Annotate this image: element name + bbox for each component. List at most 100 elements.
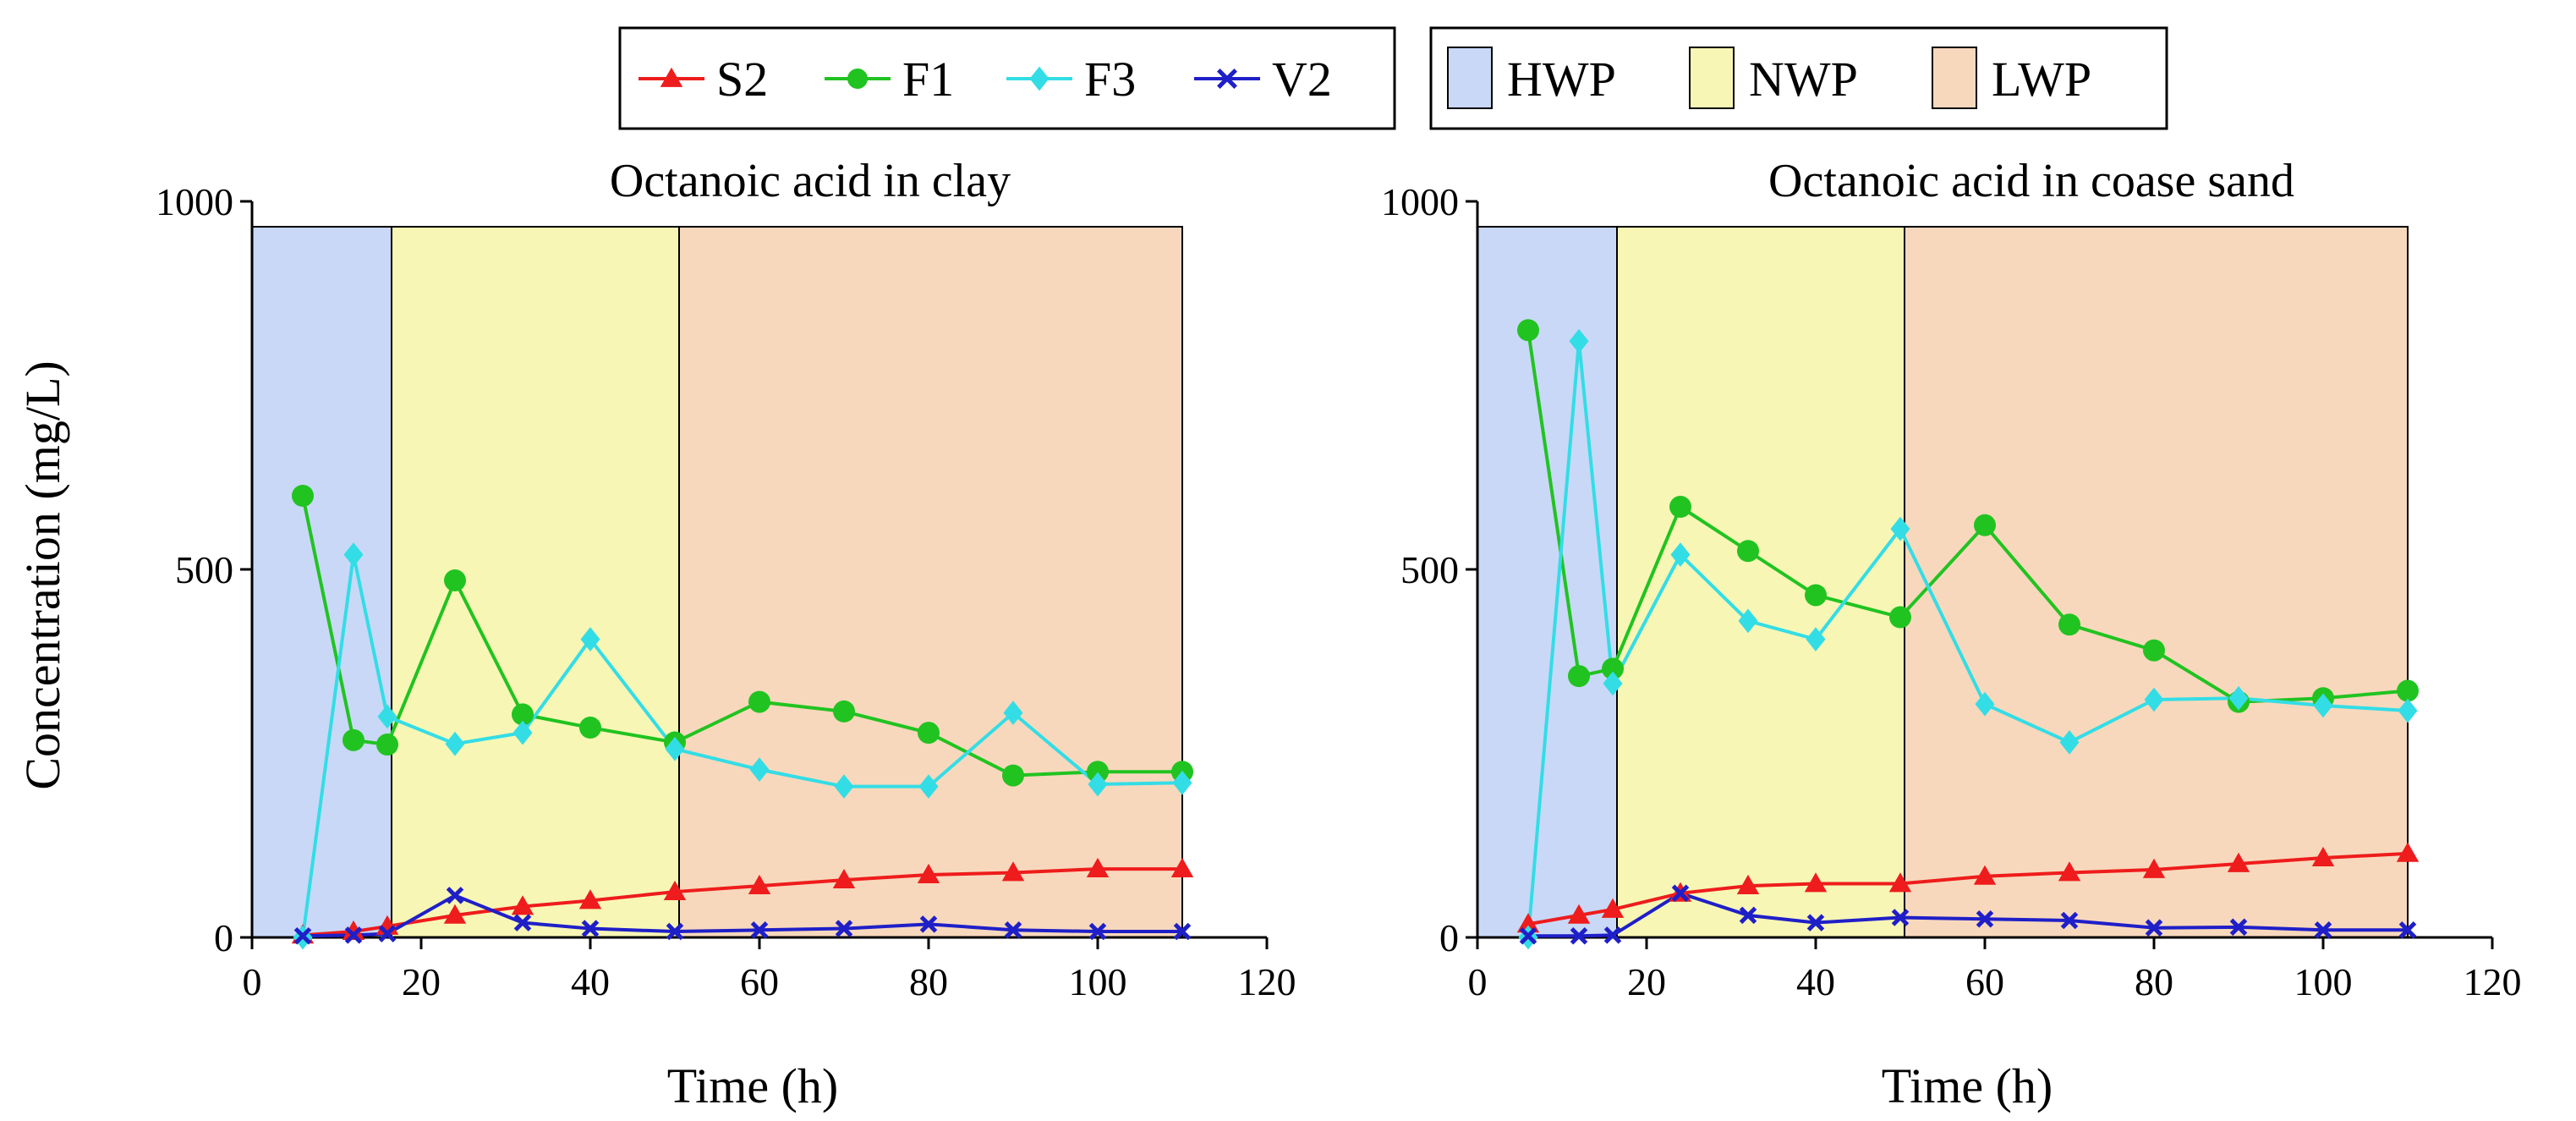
data-point-s2 xyxy=(1973,865,1997,885)
data-point-f3 xyxy=(2059,730,2080,755)
data-point-s2 xyxy=(1888,872,1912,893)
data-point-s2 xyxy=(443,904,467,924)
data-point-v2 xyxy=(344,926,363,944)
data-point-f1 xyxy=(444,569,466,592)
x-tick-label: 80 xyxy=(2135,960,2173,1003)
x-tick-label: 120 xyxy=(2464,960,2522,1003)
data-point-f1 xyxy=(748,690,770,713)
data-point-f1 xyxy=(376,734,398,756)
data-point-f1 xyxy=(1517,319,1539,342)
data-point-v2 xyxy=(378,925,397,942)
x-tick-label: 0 xyxy=(243,960,262,1003)
x-tick-label: 40 xyxy=(571,960,610,1003)
data-point-v2 xyxy=(1173,922,1192,941)
x-tick-label: 0 xyxy=(1468,960,1488,1003)
data-point-s2 xyxy=(917,863,940,883)
y-tick-label: 0 xyxy=(214,916,233,959)
data-point-f3 xyxy=(1003,701,1023,726)
data-point-f1 xyxy=(918,722,940,745)
data-point-f1 xyxy=(579,717,601,739)
data-point-s2 xyxy=(1086,857,1110,877)
data-point-f1 xyxy=(2143,639,2165,662)
x-tick-label: 100 xyxy=(2294,960,2353,1003)
data-point-s2 xyxy=(2311,846,2335,866)
y-axis-title: Concentration (mg/L) xyxy=(15,360,70,789)
data-point-v2 xyxy=(1004,921,1022,939)
x-tick-label: 60 xyxy=(1965,960,2004,1003)
data-point-s2 xyxy=(1804,872,1828,893)
x-tick-label: 20 xyxy=(1627,960,1666,1003)
data-point-f1 xyxy=(1805,584,1827,607)
data-point-v2 xyxy=(666,922,684,941)
data-point-v2 xyxy=(919,915,938,933)
legend-label-v2: V2 xyxy=(1272,52,1332,107)
data-point-v2 xyxy=(1806,914,1825,931)
data-point-v2 xyxy=(2229,918,2248,937)
data-point-f1 xyxy=(833,700,855,723)
data-point-v2 xyxy=(513,914,532,931)
data-point-s2 xyxy=(2058,861,2081,882)
phase-legend-box xyxy=(1429,26,2168,130)
x-tick-label: 60 xyxy=(740,960,779,1003)
legend-label-lwp: LWP xyxy=(1992,52,2091,107)
data-point-s2 xyxy=(2396,842,2420,862)
data-point-f1 xyxy=(1974,514,1996,536)
data-point-s2 xyxy=(511,895,534,915)
data-point-v2 xyxy=(1088,922,1107,941)
data-point-s2 xyxy=(2227,852,2250,872)
phase-band-lwp xyxy=(1904,226,2409,938)
data-point-v2 xyxy=(2145,919,2163,937)
phase-band-hwp xyxy=(1477,226,1618,938)
data-point-s2 xyxy=(342,920,365,940)
data-point-s2 xyxy=(2142,858,2166,878)
data-point-f1 xyxy=(1602,657,1624,680)
y-tick-label: 1000 xyxy=(1381,180,1459,223)
data-point-v2 xyxy=(1570,926,1588,945)
data-point-v2 xyxy=(750,921,769,939)
data-point-s2 xyxy=(1170,857,1194,877)
data-point-f3 xyxy=(918,774,939,800)
data-point-s2 xyxy=(663,880,687,900)
data-point-f3 xyxy=(2398,698,2418,723)
data-point-f3 xyxy=(665,736,685,761)
data-point-v2 xyxy=(1519,926,1537,945)
data-point-f3 xyxy=(1088,772,1108,797)
data-point-f3 xyxy=(1806,627,1826,652)
data-point-v2 xyxy=(1891,909,1910,926)
data-point-f1 xyxy=(343,728,364,751)
legend-label-f1: F1 xyxy=(902,52,954,107)
data-point-f1 xyxy=(2058,613,2080,636)
x-tick-label: 100 xyxy=(1069,960,1127,1003)
data-point-s2 xyxy=(748,874,771,894)
data-point-f3 xyxy=(1172,770,1192,795)
data-point-f1 xyxy=(2397,679,2419,702)
data-point-f3 xyxy=(1975,691,1995,717)
data-point-v2 xyxy=(1976,909,1994,928)
data-point-v2 xyxy=(2314,921,2332,939)
x-tick-label: 40 xyxy=(1796,960,1835,1003)
y-tick-label: 0 xyxy=(1439,916,1459,959)
data-point-v2 xyxy=(2060,911,2079,930)
x-axis-title-clay: Time (h) xyxy=(667,1058,839,1113)
data-point-f1 xyxy=(1669,496,1691,519)
y-tick-label: 500 xyxy=(175,548,233,591)
data-point-f1 xyxy=(1568,665,1590,688)
legend-marker-f3 xyxy=(1029,66,1050,91)
phase-band-nwp xyxy=(391,226,680,938)
data-point-f3 xyxy=(1890,516,1910,541)
data-point-s2 xyxy=(578,889,602,909)
data-point-f3 xyxy=(2144,687,2164,712)
data-point-f3 xyxy=(512,720,533,745)
y-tick-label: 500 xyxy=(1400,548,1459,591)
x-tick-label: 120 xyxy=(1238,960,1296,1003)
legend-label-hwp: HWP xyxy=(1507,52,1616,107)
x-tick-label: 80 xyxy=(909,960,948,1003)
data-point-v2 xyxy=(1739,906,1757,925)
data-point-v2 xyxy=(581,920,600,937)
legend-marker-v2 xyxy=(1217,69,1237,89)
data-point-f1 xyxy=(292,485,314,507)
data-point-s2 xyxy=(1736,874,1760,894)
chart-title-clay: Octanoic acid in clay xyxy=(610,155,1011,207)
x-axis-title-coarse-sand: Time (h) xyxy=(1882,1058,2053,1113)
data-point-f1 xyxy=(1087,761,1109,783)
